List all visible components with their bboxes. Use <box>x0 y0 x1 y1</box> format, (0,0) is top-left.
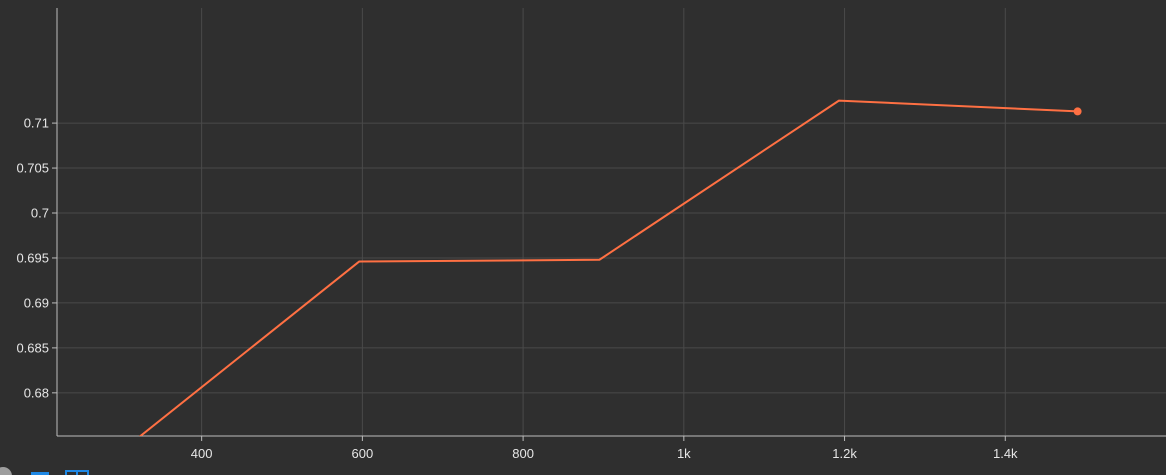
x-tick-label: 600 <box>352 446 374 461</box>
series-line <box>138 99 1078 436</box>
fit-domain-icon[interactable] <box>0 465 16 475</box>
chart-toolbar <box>0 462 120 475</box>
y-tick-label: 0.69 <box>24 295 49 310</box>
x-tick-label: 1.4k <box>993 446 1018 461</box>
y-tick-label: 0.68 <box>24 385 49 400</box>
x-tick-label: 800 <box>512 446 534 461</box>
zoom-icon[interactable] <box>65 465 89 475</box>
y-tick-label: 0.685 <box>16 340 49 355</box>
y-axis-tick-labels: 0.68 0.685 0.69 0.695 0.7 0.705 0.71 <box>16 116 49 401</box>
y-tick-label: 0.71 <box>24 116 49 131</box>
last-point-marker <box>1073 107 1082 116</box>
y-tick-label: 0.705 <box>16 161 49 176</box>
x-tick-label: 400 <box>191 446 213 461</box>
y-tick-label: 0.7 <box>31 206 49 221</box>
series-group <box>138 99 1082 436</box>
grid <box>57 8 1166 436</box>
x-tick-label: 1k <box>677 446 691 461</box>
y-tick-label: 0.695 <box>16 250 49 265</box>
axes <box>52 8 1166 441</box>
x-axis-tick-labels: 400 600 800 1k 1.2k 1.4k <box>191 446 1018 461</box>
download-icon[interactable] <box>30 465 52 475</box>
x-tick-label: 1.2k <box>832 446 857 461</box>
